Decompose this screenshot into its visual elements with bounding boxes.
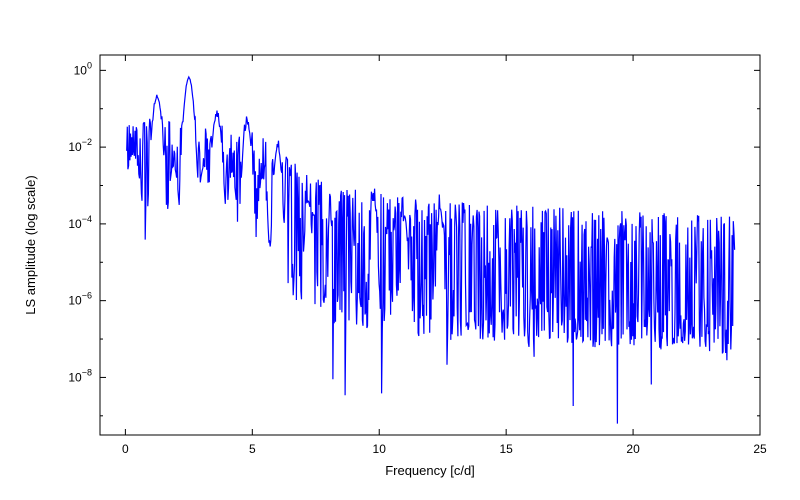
x-tick-label: 5 [249,442,256,456]
periodogram-chart: 0 5 10 15 20 25 10−8 10−6 10−4 10−2 100 Frequency… [0,0,800,500]
x-tick-label: 15 [499,442,513,456]
y-tick-label: 10−2 [68,137,92,154]
y-tick-label: 10−6 [68,291,92,308]
x-tick-label: 20 [626,442,640,456]
y-tick-label: 10−8 [68,367,92,384]
y-axis-label: LS amplitude (log scale) [23,175,38,314]
x-tick-label: 10 [373,442,387,456]
x-tick-label: 0 [122,442,129,456]
spectrum-line [127,77,735,424]
x-axis-label: Frequency [c/d] [385,463,475,478]
y-tick-label: 10−4 [68,214,92,231]
chart-svg: 0 5 10 15 20 25 10−8 10−6 10−4 10−2 100 Frequency… [0,0,800,500]
x-tick-label: 25 [753,442,767,456]
y-tick-label: 100 [74,60,92,77]
